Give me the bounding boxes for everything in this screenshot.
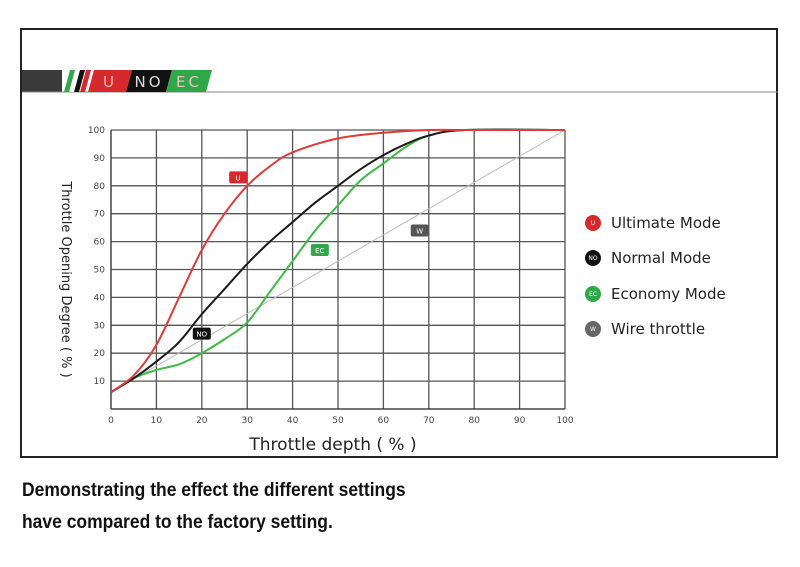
banner-stripe [74,70,85,92]
series-tag-ec [310,243,329,256]
legend-label: Normal Mode [611,249,711,267]
y-axis-label: Throttle Opening Degree ( % ) [58,180,73,377]
y-tick-label: 60 [94,238,106,248]
x-tick-label: 40 [287,416,299,426]
x-tick-label: 30 [241,416,253,426]
x-tick-label: 70 [423,416,435,426]
legend-label: Ultimate Mode [611,214,721,232]
banner-label: U [103,73,117,91]
banner-segment [166,70,212,92]
legend-marker-economy: EC [585,286,601,302]
banner-label: EC [176,73,202,91]
y-tick-label: 70 [94,210,106,220]
series-line-wire-throttle [110,129,566,393]
caption-line-1: Demonstrating the effect the different s… [22,480,406,501]
banner-segment [88,70,132,92]
x-axis-label: Throttle depth ( % ) [248,435,416,455]
legend-item-ultimate: U Ultimate Mode [585,214,721,232]
banner-stripe [80,70,91,92]
x-tick-label: 20 [196,416,208,426]
banner-stripe [64,70,75,92]
banner-stripe [70,70,81,92]
series-tag-label: NO [196,331,207,339]
y-tick-label: 10 [94,377,106,387]
x-tick-label: 80 [468,416,480,426]
series-tag-label: EC [315,247,324,255]
x-tick-label: 60 [378,416,390,426]
legend-item-normal: NO Normal Mode [585,249,711,267]
banner-label: NO [134,73,163,91]
chart-frame [20,28,778,458]
y-tick-label: 50 [94,266,106,276]
legend-marker-ultimate: U [585,215,601,231]
legend-item-wire: W Wire throttle [585,320,705,338]
caption-line-2: have compared to the factory setting. [22,512,333,533]
y-tick-label: 90 [94,154,106,164]
x-tick-label: 10 [151,416,163,426]
x-tick-label: 0 [108,416,114,426]
legend-label: Economy Mode [611,285,726,303]
series-tag-label: U [236,174,241,182]
x-tick-label: 50 [332,416,344,426]
series-tag-w [410,224,429,237]
legend-marker-wire: W [585,321,601,337]
y-tick-label: 100 [88,126,105,136]
series-line-normal-mode [110,128,566,394]
series-tag-label: W [416,227,423,235]
banner-segment [126,70,172,92]
y-tick-label: 80 [94,182,106,192]
series-tag-u [229,171,248,184]
banner-bar [22,70,62,92]
y-tick-label: 30 [94,321,106,331]
x-tick-label: 100 [556,416,573,426]
legend-item-economy: EC Economy Mode [585,285,726,303]
series-tag-no [192,327,211,340]
legend-label: Wire throttle [611,320,706,338]
series-line-ultimate-mode [110,128,565,394]
y-tick-label: 20 [94,349,106,359]
x-tick-label: 90 [514,416,526,426]
y-tick-label: 40 [94,293,106,303]
legend-marker-normal: NO [585,250,601,266]
